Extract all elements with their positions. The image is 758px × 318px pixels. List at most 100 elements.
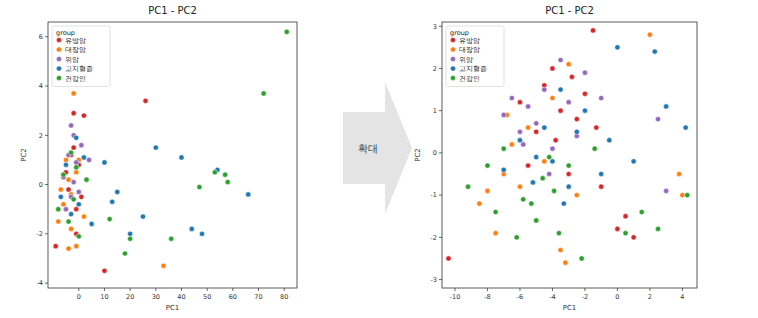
legend-marker (56, 66, 61, 71)
point (664, 104, 669, 109)
point (197, 184, 202, 189)
point (534, 218, 539, 223)
legend-label: 대장암 (459, 46, 480, 54)
arrow-label: 확대 (358, 143, 378, 154)
y-tick-label: 6 (39, 33, 43, 41)
point (74, 165, 79, 170)
point (493, 231, 498, 236)
point (79, 194, 84, 199)
point (71, 197, 76, 202)
legend-marker (56, 37, 61, 42)
point (680, 193, 685, 198)
point (501, 146, 506, 151)
point (547, 171, 552, 176)
point (66, 246, 71, 251)
point (592, 146, 597, 151)
y-tick (439, 26, 442, 27)
point (534, 155, 539, 160)
point (550, 95, 555, 100)
legend-marker (56, 56, 61, 61)
point (225, 179, 230, 184)
point (551, 188, 556, 193)
y-tick (439, 279, 442, 280)
y-tick (439, 110, 442, 111)
point (558, 247, 563, 252)
legend-label: 고지혈증 (459, 65, 487, 73)
x-axis-label: PC1 (563, 304, 577, 312)
point (566, 62, 571, 67)
y-axis-label: PC2 (20, 148, 28, 162)
point (61, 172, 66, 177)
point (169, 236, 174, 241)
point (501, 167, 506, 172)
y-tick (439, 68, 442, 69)
y-tick (439, 152, 442, 153)
point (542, 125, 547, 130)
x-tick (258, 288, 259, 291)
point (71, 179, 76, 184)
point (655, 226, 660, 231)
x-tick (284, 288, 285, 291)
point (71, 91, 76, 96)
point (509, 142, 514, 147)
point (81, 113, 86, 118)
x-tick (487, 288, 488, 291)
y-tick-label: -3 (431, 276, 437, 284)
point (110, 199, 115, 204)
point (128, 236, 133, 241)
point (153, 145, 158, 150)
y-tick (439, 195, 442, 196)
point (63, 162, 68, 167)
point (69, 226, 74, 231)
legend-label: 건강인 (459, 75, 480, 83)
y-tick-label: 0 (433, 149, 437, 157)
legend-box (52, 26, 110, 87)
y-tick-label: -2 (431, 234, 437, 242)
point (140, 214, 145, 219)
x-tick (682, 288, 683, 291)
point (594, 125, 599, 130)
chart-title: PC1 - PC2 (148, 5, 197, 16)
x-tick-label: 50 (203, 293, 211, 301)
point (63, 207, 68, 212)
point (58, 187, 63, 192)
point (534, 218, 539, 223)
point (664, 188, 669, 193)
y-tick-label: -1 (431, 191, 437, 199)
legend-marker (56, 47, 61, 52)
point (574, 193, 579, 198)
point (631, 159, 636, 164)
point (525, 163, 530, 168)
point (534, 121, 539, 126)
point (582, 70, 587, 75)
point (261, 91, 266, 96)
point (599, 184, 604, 189)
point (81, 155, 86, 160)
point (563, 260, 568, 265)
point (615, 226, 620, 231)
point (582, 108, 587, 113)
point (529, 201, 534, 206)
y-tick-label: 3 (433, 23, 437, 31)
y-tick-label: 0 (39, 181, 43, 189)
point (561, 201, 566, 206)
point (607, 138, 612, 143)
legend-label: 대장암 (65, 46, 86, 54)
point (179, 155, 184, 160)
point (517, 184, 522, 189)
y-tick (45, 86, 48, 87)
point (599, 95, 604, 100)
point (514, 235, 519, 240)
point (685, 193, 690, 198)
y-tick (45, 135, 48, 136)
point (115, 189, 120, 194)
x-tick-label: -4 (549, 293, 555, 301)
x-tick (649, 288, 650, 291)
point (102, 160, 107, 165)
point (74, 244, 79, 249)
point (652, 49, 657, 54)
legend-marker (450, 47, 455, 52)
point (61, 202, 66, 207)
x-tick (78, 288, 79, 291)
point (69, 150, 74, 155)
